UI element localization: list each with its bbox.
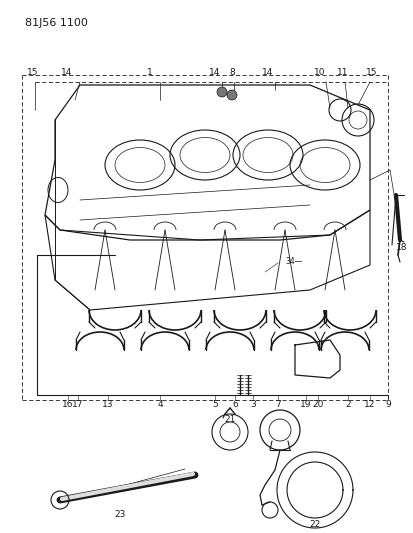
Text: 11: 11 xyxy=(337,68,348,77)
Text: 8: 8 xyxy=(228,68,234,77)
Text: 34—: 34— xyxy=(284,257,301,266)
Text: 16: 16 xyxy=(62,400,74,409)
Text: 12: 12 xyxy=(363,400,375,409)
Text: 21: 21 xyxy=(224,416,235,424)
Text: 1: 1 xyxy=(147,68,152,77)
Text: 17: 17 xyxy=(72,400,83,409)
Text: 15: 15 xyxy=(27,68,39,77)
Circle shape xyxy=(216,87,226,97)
Text: 14: 14 xyxy=(61,68,73,77)
Text: 10: 10 xyxy=(313,68,325,77)
Text: 22: 22 xyxy=(309,521,320,529)
Text: 81J56 1100: 81J56 1100 xyxy=(25,18,88,28)
Circle shape xyxy=(226,90,236,100)
Text: 19: 19 xyxy=(299,400,311,409)
Text: 14: 14 xyxy=(209,68,220,77)
Text: 3: 3 xyxy=(249,400,255,409)
Text: 14: 14 xyxy=(262,68,273,77)
Text: 23: 23 xyxy=(114,511,126,520)
Text: 9: 9 xyxy=(384,400,390,409)
Text: 18: 18 xyxy=(395,244,407,253)
Text: 13: 13 xyxy=(102,400,114,409)
Text: 2: 2 xyxy=(344,400,350,409)
Text: 6: 6 xyxy=(232,400,237,409)
Text: 4: 4 xyxy=(157,400,162,409)
Text: 5: 5 xyxy=(211,400,217,409)
Text: 15: 15 xyxy=(366,68,377,77)
Text: 7: 7 xyxy=(275,400,280,409)
Text: 20: 20 xyxy=(311,400,323,409)
